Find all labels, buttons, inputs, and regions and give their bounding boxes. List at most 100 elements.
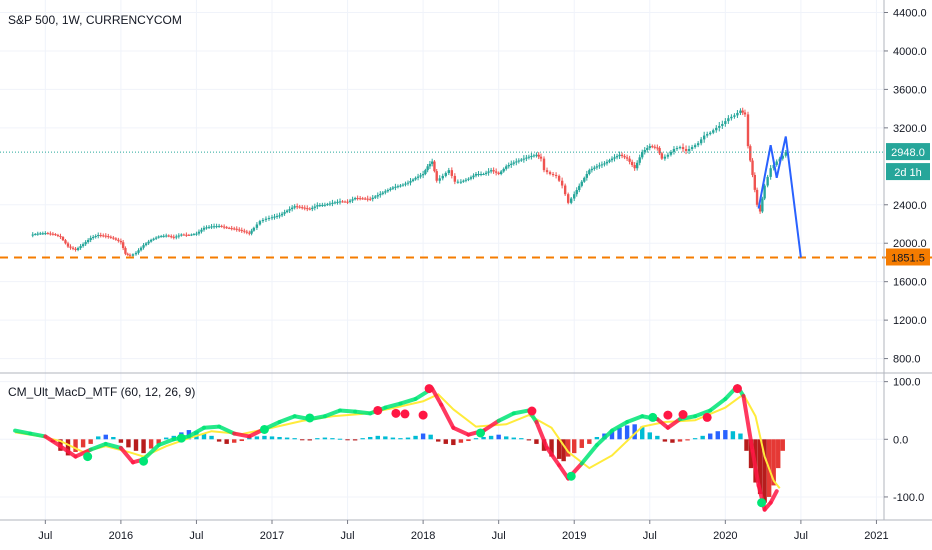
candle-body bbox=[590, 168, 594, 171]
candle-body bbox=[575, 190, 578, 195]
time-axis[interactable]: Jul 2016 Jul 2017 Jul 2018 Jul 2019 Jul 2020 Jul 20… bbox=[38, 520, 889, 542]
candle-body bbox=[318, 205, 322, 207]
macd-segment bbox=[383, 401, 403, 410]
candle-body bbox=[46, 233, 50, 235]
candle-body bbox=[755, 189, 759, 205]
candle-body bbox=[144, 243, 148, 246]
histogram-bar bbox=[670, 439, 675, 443]
time-tick-label: 2021 bbox=[864, 530, 888, 542]
current-price-badge: 2948.0 2d 1h bbox=[886, 143, 930, 181]
candle-body bbox=[202, 227, 206, 230]
candle-body bbox=[653, 146, 657, 148]
time-tick-label: 2019 bbox=[562, 530, 586, 542]
current-price-label: 2948.0 bbox=[891, 147, 925, 159]
histogram-bar bbox=[345, 439, 350, 441]
price-tick-label: 800.0 bbox=[893, 354, 921, 366]
candle-body bbox=[74, 248, 77, 250]
candle-body bbox=[492, 170, 495, 172]
histogram-bar bbox=[88, 439, 93, 444]
histogram-bar bbox=[624, 425, 630, 440]
cross-down-dot bbox=[424, 384, 434, 394]
candle-body bbox=[610, 158, 614, 161]
histogram-bar bbox=[715, 431, 720, 440]
cross-up-dot bbox=[648, 412, 658, 422]
candle-body bbox=[99, 235, 102, 237]
histogram-bar bbox=[368, 436, 373, 440]
candle-body bbox=[608, 160, 611, 162]
candle-body bbox=[336, 201, 339, 203]
histogram-bar bbox=[126, 439, 131, 448]
candle-body bbox=[142, 245, 145, 248]
candle-body bbox=[217, 225, 221, 227]
histogram-bar bbox=[723, 430, 728, 440]
histogram-bar bbox=[757, 439, 763, 495]
candle-body bbox=[545, 170, 549, 173]
candle-body bbox=[308, 208, 311, 210]
macd-segment bbox=[353, 409, 373, 416]
candle-body bbox=[554, 174, 558, 176]
candle-body bbox=[635, 162, 639, 169]
candle-body bbox=[537, 154, 540, 157]
candle-body bbox=[430, 161, 434, 164]
indicator-title[interactable]: CM_Ult_MacD_MTF (60, 12, 26, 9) bbox=[8, 385, 195, 399]
histogram-bar bbox=[239, 439, 244, 442]
candle-body bbox=[346, 201, 349, 203]
candle-body bbox=[185, 234, 188, 236]
candle-body bbox=[255, 224, 259, 228]
candle-body bbox=[648, 146, 651, 149]
candle-body bbox=[238, 229, 241, 231]
projection-drawing[interactable] bbox=[757, 136, 802, 258]
grid-lines bbox=[0, 0, 884, 520]
candle-body bbox=[278, 215, 281, 217]
candle-body bbox=[675, 148, 679, 150]
histogram-bar bbox=[473, 438, 479, 440]
cross-up-dot bbox=[83, 452, 93, 462]
time-tick-label: Jul bbox=[189, 530, 203, 542]
candle-body bbox=[167, 235, 170, 237]
candle-body bbox=[61, 236, 65, 241]
chart-title[interactable]: S&P 500, 1W, CURRENCYCOM bbox=[8, 13, 182, 27]
candle-body bbox=[41, 233, 45, 235]
candle-body bbox=[595, 166, 599, 168]
bar-countdown-label: 2d 1h bbox=[894, 167, 922, 179]
candle-body bbox=[94, 236, 97, 238]
price-axis[interactable]: 4400.0 4000.0 3600.0 3200.0 2400.0 2000.0 1600… bbox=[884, 7, 927, 366]
candle-body bbox=[227, 227, 231, 229]
candle-body bbox=[326, 204, 329, 206]
price-tick-label: 4400.0 bbox=[893, 7, 927, 19]
candle-body bbox=[81, 244, 85, 247]
histogram-bar bbox=[390, 437, 396, 440]
price-candles[interactable] bbox=[31, 107, 787, 258]
candle-body bbox=[769, 168, 772, 177]
candle-body bbox=[746, 114, 750, 147]
macd-segment bbox=[322, 408, 342, 419]
candle-body bbox=[384, 191, 387, 193]
candle-body bbox=[331, 202, 334, 204]
candle-body bbox=[515, 161, 518, 163]
candle-body bbox=[386, 190, 390, 192]
candle-body bbox=[447, 170, 450, 174]
histogram-bar bbox=[708, 433, 713, 440]
candle-body bbox=[147, 241, 150, 244]
candle-body bbox=[520, 159, 523, 161]
candle-body bbox=[162, 235, 165, 237]
price-tick-label: 2000.0 bbox=[893, 238, 927, 250]
candle-body bbox=[112, 237, 115, 239]
candle-body bbox=[381, 192, 385, 194]
macd-segment bbox=[625, 414, 645, 424]
candle-body bbox=[197, 231, 201, 234]
candle-body bbox=[684, 149, 688, 151]
time-tick-label: Jul bbox=[643, 530, 657, 542]
histogram-bar bbox=[322, 437, 328, 440]
histogram-bar bbox=[224, 439, 229, 444]
candle-body bbox=[311, 207, 314, 210]
histogram-bar bbox=[398, 438, 403, 440]
macd-segment bbox=[750, 448, 761, 488]
histogram-bar bbox=[609, 430, 615, 440]
candle-body bbox=[699, 139, 703, 144]
candle-body bbox=[313, 206, 317, 208]
candle-body bbox=[128, 254, 132, 256]
histogram-bar bbox=[617, 427, 622, 440]
indicator-axis[interactable]: 100.0 0.0 -100.0 bbox=[884, 377, 924, 504]
